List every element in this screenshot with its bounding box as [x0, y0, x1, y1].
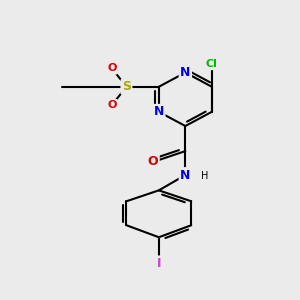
Text: N: N: [180, 169, 190, 182]
Text: O: O: [148, 155, 158, 169]
Text: H: H: [201, 171, 208, 181]
Text: O: O: [107, 100, 116, 110]
Text: N: N: [180, 66, 190, 79]
Text: N: N: [154, 105, 164, 118]
Text: O: O: [107, 63, 116, 73]
Text: I: I: [157, 257, 161, 270]
Text: Cl: Cl: [206, 59, 218, 69]
Text: S: S: [122, 80, 131, 93]
